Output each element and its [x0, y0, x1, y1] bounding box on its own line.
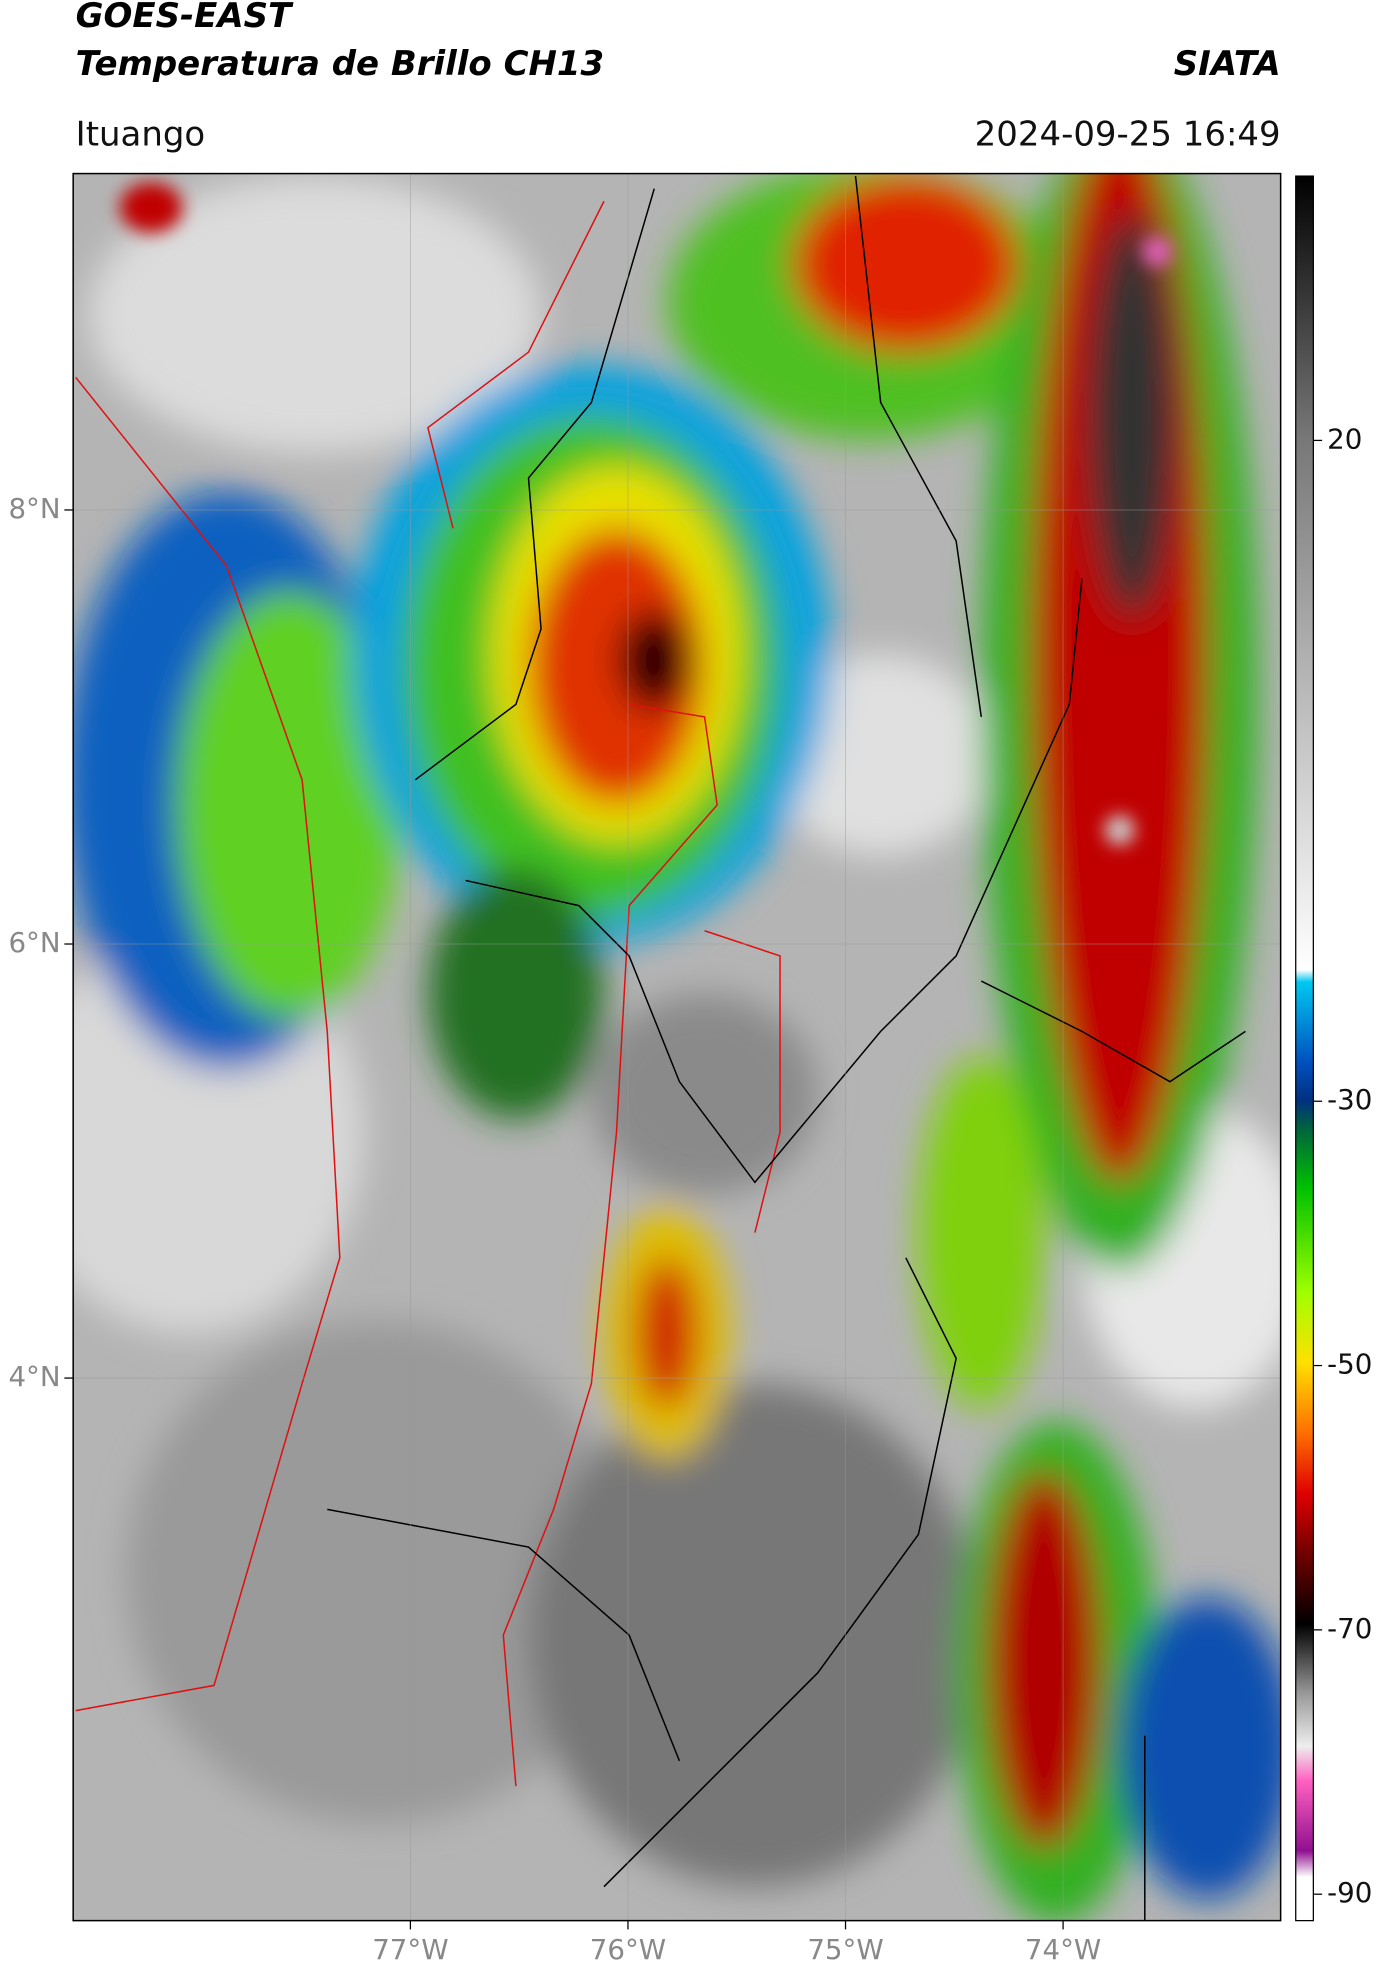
map-frame — [72, 172, 1282, 1922]
subtitle: Temperatura de Brillo CH13 — [76, 44, 604, 84]
grid — [73, 173, 1281, 1921]
datetime: 2024-09-25 16:49 — [975, 114, 1281, 154]
title: GOES-EAST — [76, 0, 294, 36]
x-tick-label: 74°W — [1025, 1933, 1101, 1966]
y-tick-label: 4°N — [8, 1360, 60, 1393]
colorbar-tick-label: -90 — [1327, 1876, 1372, 1909]
satellite-image — [73, 173, 1281, 1921]
x-tick-label: 75°W — [807, 1933, 883, 1966]
y-tick-label: 8°N — [8, 492, 60, 525]
colorbar-tick-label: -50 — [1327, 1348, 1372, 1381]
location: Ituango — [76, 114, 206, 154]
x-tick-label: 77°W — [372, 1933, 448, 1966]
y-tick-label: 6°N — [8, 926, 60, 959]
colorbar-tick-label: -30 — [1327, 1083, 1372, 1116]
colorbar-tick-label: -70 — [1327, 1612, 1372, 1645]
source: SIATA — [1174, 44, 1281, 84]
colorbar — [1295, 175, 1314, 1922]
x-tick-label: 76°W — [590, 1933, 666, 1966]
colorbar-tick-label: 20 — [1327, 422, 1362, 455]
